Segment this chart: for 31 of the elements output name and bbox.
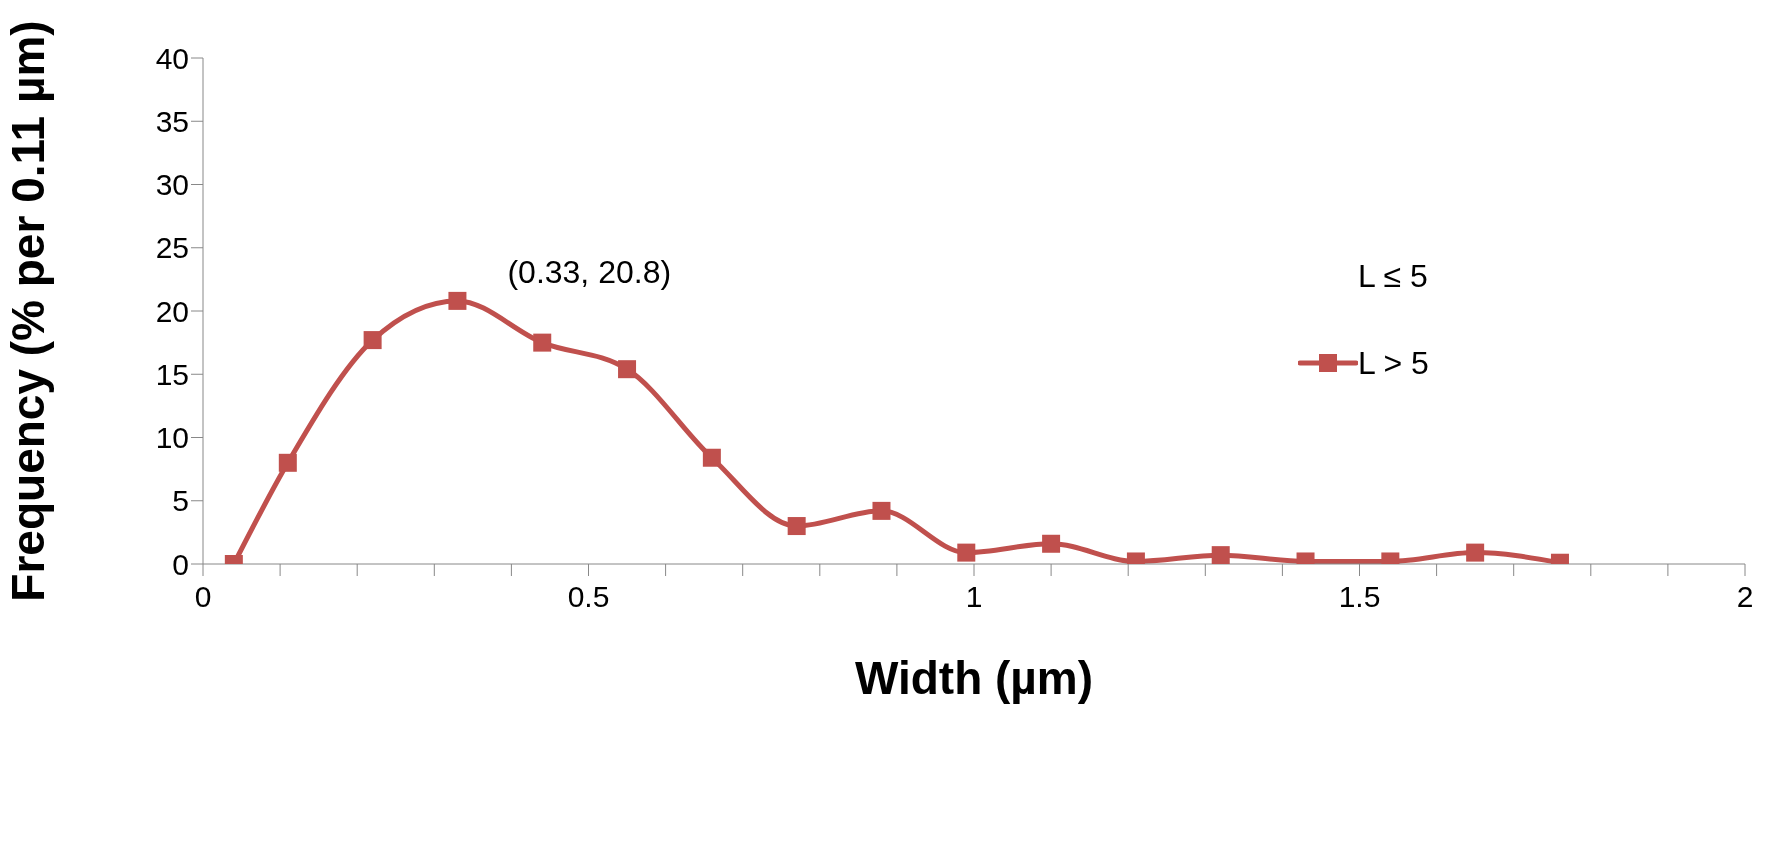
y-tick-label: 40: [155, 41, 189, 75]
point: [787, 517, 806, 536]
y-tick-label: 25: [155, 231, 189, 265]
point: [448, 291, 467, 310]
y-tick-label: 5: [172, 484, 189, 518]
y-tick-label: 20: [155, 294, 189, 328]
y-axis-title: Frequency (% per 0.11 µm): [2, 20, 55, 602]
x-axis-title: Width (µm): [854, 652, 1094, 704]
point: [1211, 546, 1230, 564]
x-tick-label: 1.5: [1338, 580, 1381, 614]
y-tick-label: 15: [155, 357, 189, 391]
legend-label: L > 5: [1358, 344, 1429, 382]
point: [957, 543, 976, 562]
annotation: L ≤ 5: [1357, 258, 1429, 296]
point: [702, 448, 721, 467]
x-tick-label: 0: [194, 580, 212, 614]
point: [278, 453, 297, 472]
y-tick-label: 10: [155, 421, 189, 455]
point: [533, 333, 552, 352]
point: [1466, 543, 1485, 562]
point: [618, 360, 637, 379]
x-tick-label: 1: [965, 580, 983, 614]
point: [363, 331, 382, 350]
y-tick-label: 35: [155, 104, 189, 138]
point: [872, 501, 891, 520]
x-tick-label: 2: [1736, 580, 1754, 614]
y-tick-label: 30: [155, 168, 189, 202]
point: [1042, 534, 1061, 553]
x-tick-label: 0.5: [567, 580, 610, 614]
annotation: (0.33, 20.8): [507, 253, 672, 290]
y-tick-label: 0: [172, 547, 189, 581]
